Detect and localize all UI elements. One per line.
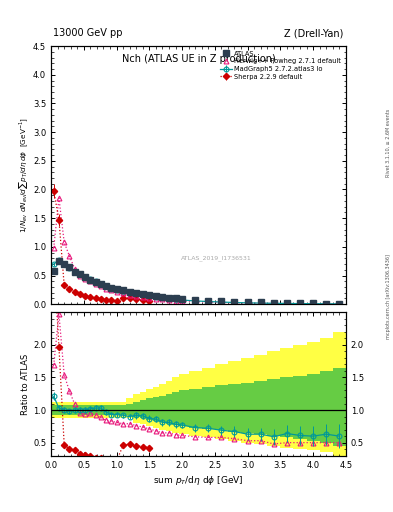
Herwig++ Powheg 2.7.1 default: [245, 300, 250, 306]
Herwig++ Powheg 2.7.1 default: [127, 292, 132, 298]
Text: mcplots.cern.ch [arXiv:1306.3436]: mcplots.cern.ch [arXiv:1306.3436]: [386, 254, 391, 339]
Herwig++ Powheg 2.7.1 default: [206, 299, 211, 305]
Herwig++ Powheg 2.7.1 default: [134, 293, 139, 299]
Herwig++ Powheg 2.7.1 default: [99, 283, 103, 289]
Herwig++ Powheg 2.7.1 default: [232, 300, 237, 306]
Herwig++ Powheg 2.7.1 default: [109, 287, 114, 293]
Herwig++ Powheg 2.7.1 default: [77, 272, 82, 279]
Herwig++ Powheg 2.7.1 default: [121, 290, 125, 296]
Herwig++ Powheg 2.7.1 default: [72, 266, 77, 272]
Herwig++ Powheg 2.7.1 default: [154, 296, 158, 302]
Herwig++ Powheg 2.7.1 default: [219, 300, 224, 306]
Herwig++ Powheg 2.7.1 default: [114, 289, 119, 295]
Herwig++ Powheg 2.7.1 default: [140, 294, 145, 300]
Herwig++ Powheg 2.7.1 default: [93, 281, 98, 287]
Herwig++ Powheg 2.7.1 default: [285, 301, 289, 307]
Line: Herwig++ Powheg 2.7.1 default: Herwig++ Powheg 2.7.1 default: [51, 196, 342, 306]
Herwig++ Powheg 2.7.1 default: [57, 195, 61, 201]
Herwig++ Powheg 2.7.1 default: [88, 278, 93, 284]
Herwig++ Powheg 2.7.1 default: [324, 301, 329, 307]
Herwig++ Powheg 2.7.1 default: [67, 253, 72, 259]
Text: ATLAS_2019_I1736531: ATLAS_2019_I1736531: [181, 255, 252, 261]
Y-axis label: Ratio to ATLAS: Ratio to ATLAS: [21, 353, 30, 415]
Text: 13000 GeV pp: 13000 GeV pp: [53, 28, 123, 38]
Text: Z (Drell-Yan): Z (Drell-Yan): [285, 28, 344, 38]
Herwig++ Powheg 2.7.1 default: [272, 301, 276, 307]
Herwig++ Powheg 2.7.1 default: [258, 300, 263, 306]
Herwig++ Powheg 2.7.1 default: [193, 298, 198, 305]
Y-axis label: $1/N_{ev}$ $dN_{ev}/d\sum p_T/d\eta\,d\phi$  [GeV$^{-1}$]: $1/N_{ev}$ $dN_{ev}/d\sum p_T/d\eta\,d\p…: [17, 117, 30, 233]
Herwig++ Powheg 2.7.1 default: [173, 297, 178, 304]
Herwig++ Powheg 2.7.1 default: [180, 298, 184, 304]
Herwig++ Powheg 2.7.1 default: [160, 296, 165, 303]
Legend: ATLAS, Herwig++ Powheg 2.7.1 default, MadGraph5 2.7.2.atlas3 lo, Sherpa 2.2.9 de: ATLAS, Herwig++ Powheg 2.7.1 default, Ma…: [218, 50, 343, 81]
Herwig++ Powheg 2.7.1 default: [51, 245, 56, 251]
Herwig++ Powheg 2.7.1 default: [147, 295, 152, 301]
Herwig++ Powheg 2.7.1 default: [298, 301, 302, 307]
Herwig++ Powheg 2.7.1 default: [337, 301, 342, 307]
Text: Nch (ATLAS UE in Z production): Nch (ATLAS UE in Z production): [121, 54, 275, 64]
Herwig++ Powheg 2.7.1 default: [167, 297, 171, 303]
X-axis label: sum $p_T$/d$\eta$ d$\phi$ [GeV]: sum $p_T$/d$\eta$ d$\phi$ [GeV]: [153, 474, 244, 487]
Herwig++ Powheg 2.7.1 default: [83, 276, 88, 282]
Herwig++ Powheg 2.7.1 default: [311, 301, 316, 307]
Herwig++ Powheg 2.7.1 default: [62, 239, 66, 245]
Herwig++ Powheg 2.7.1 default: [104, 286, 108, 292]
Text: Rivet 3.1.10, ≥ 2.6M events: Rivet 3.1.10, ≥ 2.6M events: [386, 109, 391, 178]
